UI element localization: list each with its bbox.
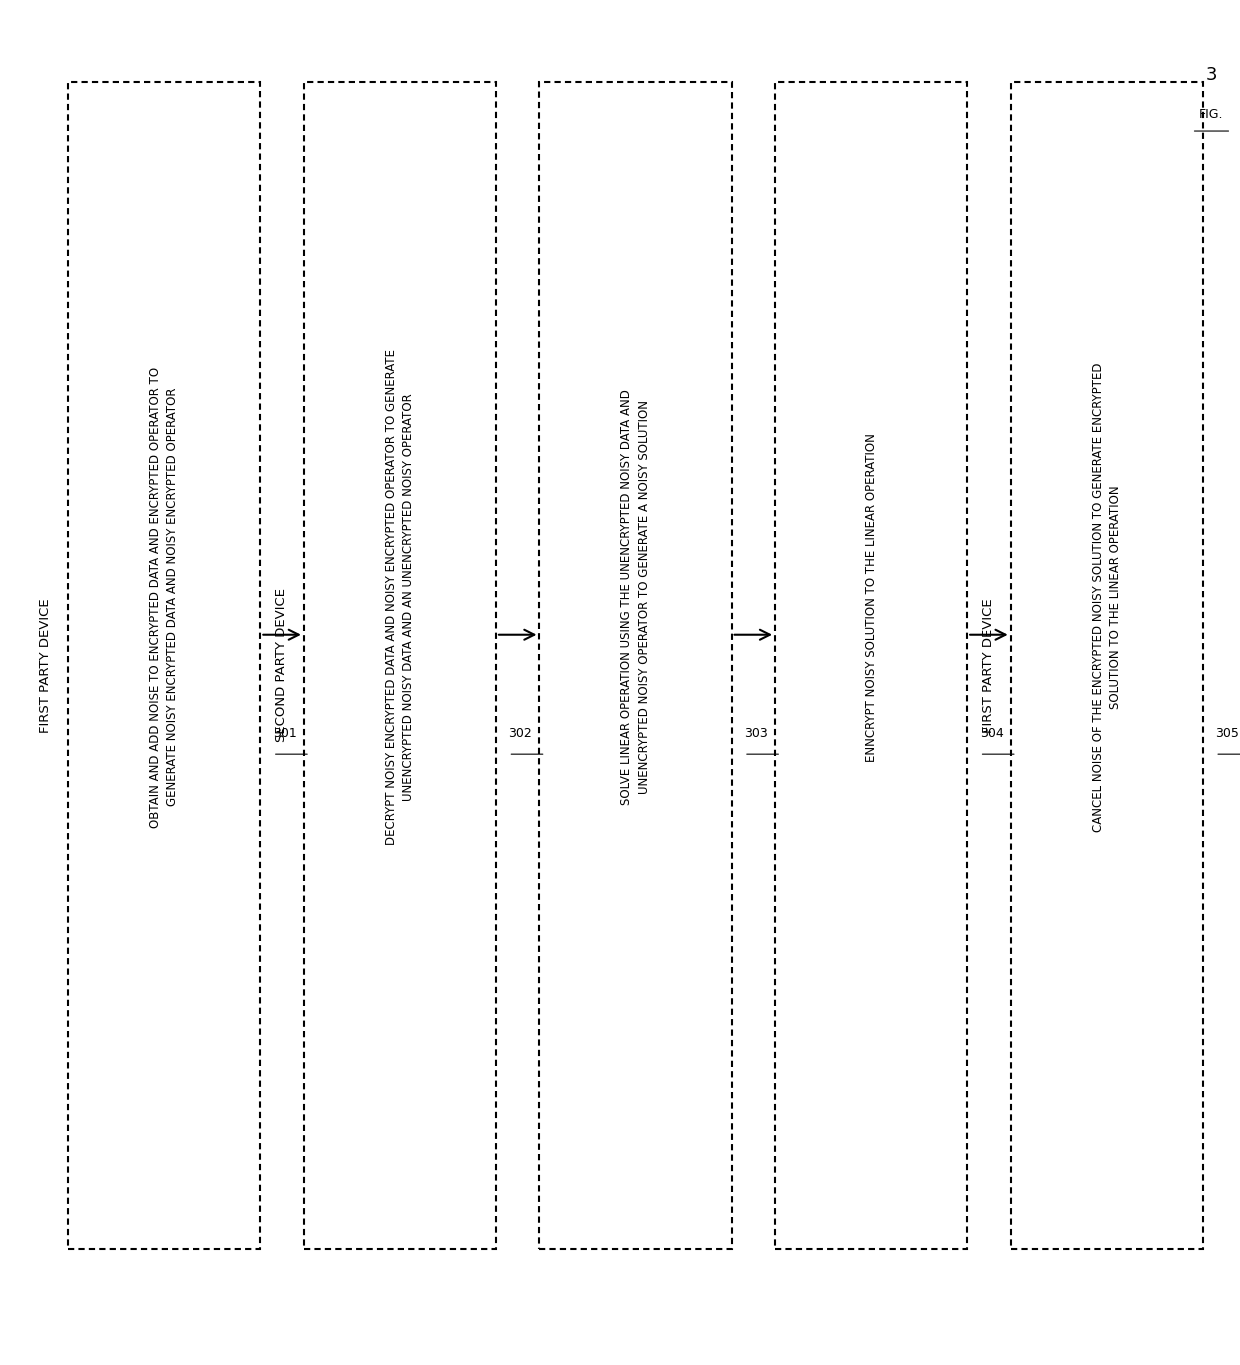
Text: OBTAIN AND ADD NOISE TO ENCRYPTED DATA AND ENCRYPTED OPERATOR TO
GENERATE NOISY : OBTAIN AND ADD NOISE TO ENCRYPTED DATA A… xyxy=(149,367,180,827)
Text: FIRST PARTY DEVICE: FIRST PARTY DEVICE xyxy=(982,598,994,733)
Text: 3: 3 xyxy=(1205,66,1218,85)
Text: 304: 304 xyxy=(980,728,1003,740)
Bar xyxy=(1011,82,1203,1249)
Text: FIG.: FIG. xyxy=(1199,108,1224,121)
Bar xyxy=(304,82,496,1249)
Text: SOLVE LINEAR OPERATION USING THE UNENCRYPTED NOISY DATA AND
UNENCRYPTED NOISY OP: SOLVE LINEAR OPERATION USING THE UNENCRY… xyxy=(620,389,651,805)
Text: 301: 301 xyxy=(273,728,296,740)
Bar xyxy=(68,82,260,1249)
Text: FIRST PARTY DEVICE: FIRST PARTY DEVICE xyxy=(40,598,52,733)
Bar xyxy=(539,82,732,1249)
Bar xyxy=(775,82,967,1249)
Text: CANCEL NOISE OF THE ENCRYPTED NOISY SOLUTION TO GENERATE ENCRYPTED
SOLUTION TO T: CANCEL NOISE OF THE ENCRYPTED NOISY SOLU… xyxy=(1091,363,1122,831)
Text: 302: 302 xyxy=(508,728,532,740)
Text: DECRYPT NOISY ENCRYPTED DATA AND NOISY ENCRYPTED OPERATOR TO GENERATE
UNENCRYPTE: DECRYPT NOISY ENCRYPTED DATA AND NOISY E… xyxy=(384,349,415,845)
Text: SECOND PARTY DEVICE: SECOND PARTY DEVICE xyxy=(275,588,288,743)
Text: 305: 305 xyxy=(1215,728,1239,740)
Text: 303: 303 xyxy=(744,728,768,740)
Text: ENNCRYPT NOISY SOLUTION TO THE LINEAR OPERATION: ENNCRYPT NOISY SOLUTION TO THE LINEAR OP… xyxy=(864,433,878,762)
